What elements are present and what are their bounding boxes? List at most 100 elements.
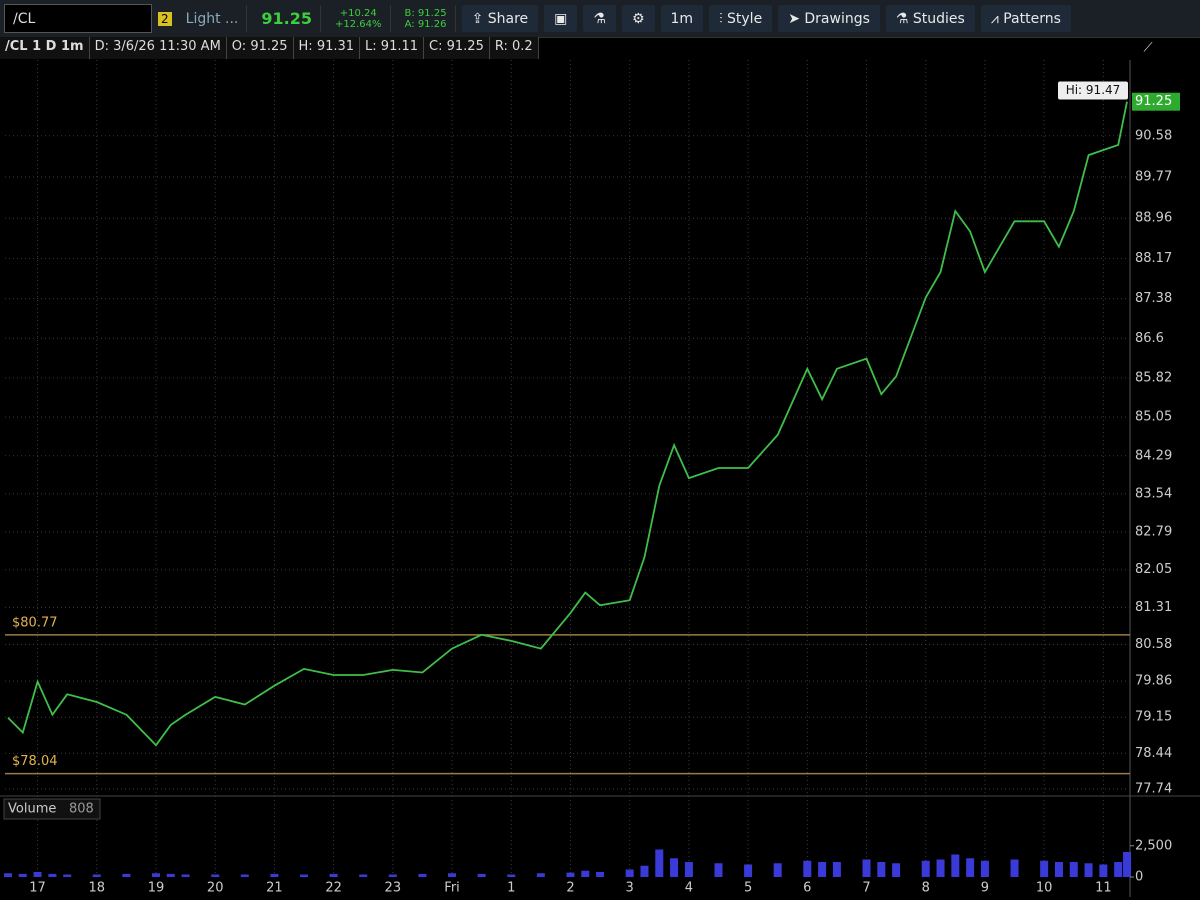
- volume-bar: [581, 870, 590, 877]
- y-tick-label: 90.58: [1135, 128, 1172, 143]
- volume-bar: [684, 862, 693, 877]
- volume-bar: [18, 873, 27, 877]
- price-line: [7, 101, 1128, 747]
- bid-ask: B: 91.25 A: 91.26: [397, 5, 456, 32]
- studies-button[interactable]: ⚗ Studies: [885, 5, 975, 32]
- patterns-button[interactable]: ⩘ Patterns: [980, 5, 1071, 32]
- y-tick-label: 81.31: [1135, 600, 1172, 615]
- icon-button[interactable]: ▣: [544, 5, 578, 32]
- volume-bar: [1123, 852, 1132, 877]
- button-label[interactable]: Studies: [912, 10, 965, 27]
- last-price-box: [1132, 92, 1180, 111]
- volume-bar: [832, 862, 841, 877]
- volume-bar: [151, 873, 160, 877]
- y-tick-label: 83.54: [1135, 486, 1172, 501]
- axis-icon: ⟋: [1143, 41, 1153, 56]
- x-tick-label: 20: [207, 881, 224, 896]
- volume-bar: [1114, 862, 1123, 877]
- y-tick-label: 88.17: [1135, 251, 1172, 266]
- volume-bar: [477, 873, 486, 877]
- volume-bar: [862, 859, 871, 877]
- timeframe-button[interactable]: 1m: [660, 5, 704, 32]
- volume-bar: [714, 863, 723, 877]
- y-tick-label: 87.38: [1135, 291, 1172, 306]
- icon-button[interactable]: ⚗: [583, 5, 616, 32]
- y-tick-label: 82.05: [1135, 562, 1172, 577]
- x-tick-label: 11: [1095, 881, 1112, 896]
- volume-title: Volume: [8, 802, 56, 817]
- x-tick-label: 3: [626, 881, 634, 896]
- y-tick-label: 79.86: [1135, 674, 1172, 689]
- change-pct: +12.64%: [335, 18, 382, 30]
- description: Light ...: [178, 5, 248, 32]
- button-label[interactable]: Patterns: [1003, 10, 1061, 27]
- y-tick-label: 77.74: [1135, 781, 1172, 796]
- ask: A: 91.26: [404, 18, 447, 30]
- button-label[interactable]: Share: [487, 10, 529, 27]
- symbol-box[interactable]: /CL: [4, 4, 152, 33]
- volume-bar: [122, 873, 131, 877]
- volume-bar: [329, 873, 338, 877]
- volume-bar: [655, 849, 664, 877]
- x-tick-label: 8: [922, 881, 930, 896]
- hi-label: Hi: 91.47: [1066, 83, 1121, 97]
- volume-bar: [388, 874, 397, 877]
- y-tick-label: 85.82: [1135, 370, 1172, 385]
- y-tick-label: 89.77: [1135, 169, 1172, 184]
- volume-bar: [1069, 862, 1078, 877]
- volume-bar: [670, 858, 679, 877]
- x-tick-label: 9: [981, 881, 989, 896]
- volume-bar: [566, 872, 575, 877]
- volume-bar: [625, 869, 634, 877]
- info-item: O: 91.25: [226, 37, 294, 59]
- volume-current: 808: [69, 802, 94, 817]
- y-tick-label: 86.6: [1135, 331, 1164, 346]
- change-value: +10.24: [339, 7, 377, 19]
- link-badge[interactable]: 2: [158, 11, 172, 26]
- x-tick-label: 17: [29, 881, 46, 896]
- drawings-button[interactable]: ➤ Drawings: [778, 5, 880, 32]
- volume-bar: [300, 874, 309, 877]
- symbol[interactable]: /CL: [13, 10, 36, 27]
- volume-bar: [803, 860, 812, 877]
- x-tick-label: 18: [89, 881, 106, 896]
- volume-bar: [744, 864, 753, 877]
- volume-bar: [877, 862, 886, 877]
- volume-bar: [1084, 863, 1093, 877]
- y-tick-label: 84.29: [1135, 448, 1172, 463]
- icon-button[interactable]: ⚙: [621, 5, 655, 32]
- volume-bar: [980, 860, 989, 877]
- volume-bar: [3, 873, 12, 877]
- volume-bar: [240, 874, 249, 877]
- style-button[interactable]: ⫶ Style: [709, 5, 773, 32]
- share-button[interactable]: ⇪ Share: [461, 5, 539, 32]
- volume-bar: [966, 858, 975, 877]
- y-tick-label: 2,500: [1135, 838, 1172, 853]
- volume-bar: [507, 874, 516, 877]
- volume-bar: [63, 874, 72, 877]
- volume-bar: [818, 862, 827, 877]
- level-label: $78.04: [12, 754, 58, 769]
- volume-bar: [211, 874, 220, 877]
- button-label[interactable]: Style: [727, 10, 763, 27]
- volume-bar: [359, 874, 368, 877]
- x-tick-label: Fri: [444, 881, 460, 896]
- volume-bar: [640, 865, 649, 877]
- y-tick-label: 0: [1135, 870, 1143, 885]
- volume-bar: [951, 854, 960, 877]
- y-tick-label: 78.44: [1135, 746, 1172, 761]
- button-label[interactable]: 1m: [670, 10, 694, 27]
- volume-bar: [921, 860, 930, 877]
- volume-bar: [1010, 859, 1019, 877]
- y-tick-label: 88.96: [1135, 211, 1172, 226]
- info-bar: /CL 1 D 1m D: 3/6/26 11:30 AM O: 91.25 H: 9…: [0, 37, 539, 59]
- y-tick-label: 80.58: [1135, 637, 1172, 652]
- last-price-label: 91.25: [1135, 94, 1172, 109]
- volume-bar: [181, 874, 190, 877]
- last-price: 91.25: [253, 5, 321, 32]
- volume-bar: [1099, 864, 1108, 877]
- button-label[interactable]: Drawings: [804, 10, 870, 27]
- info-item: /CL 1 D 1m: [0, 37, 90, 59]
- volume-bar: [596, 872, 605, 877]
